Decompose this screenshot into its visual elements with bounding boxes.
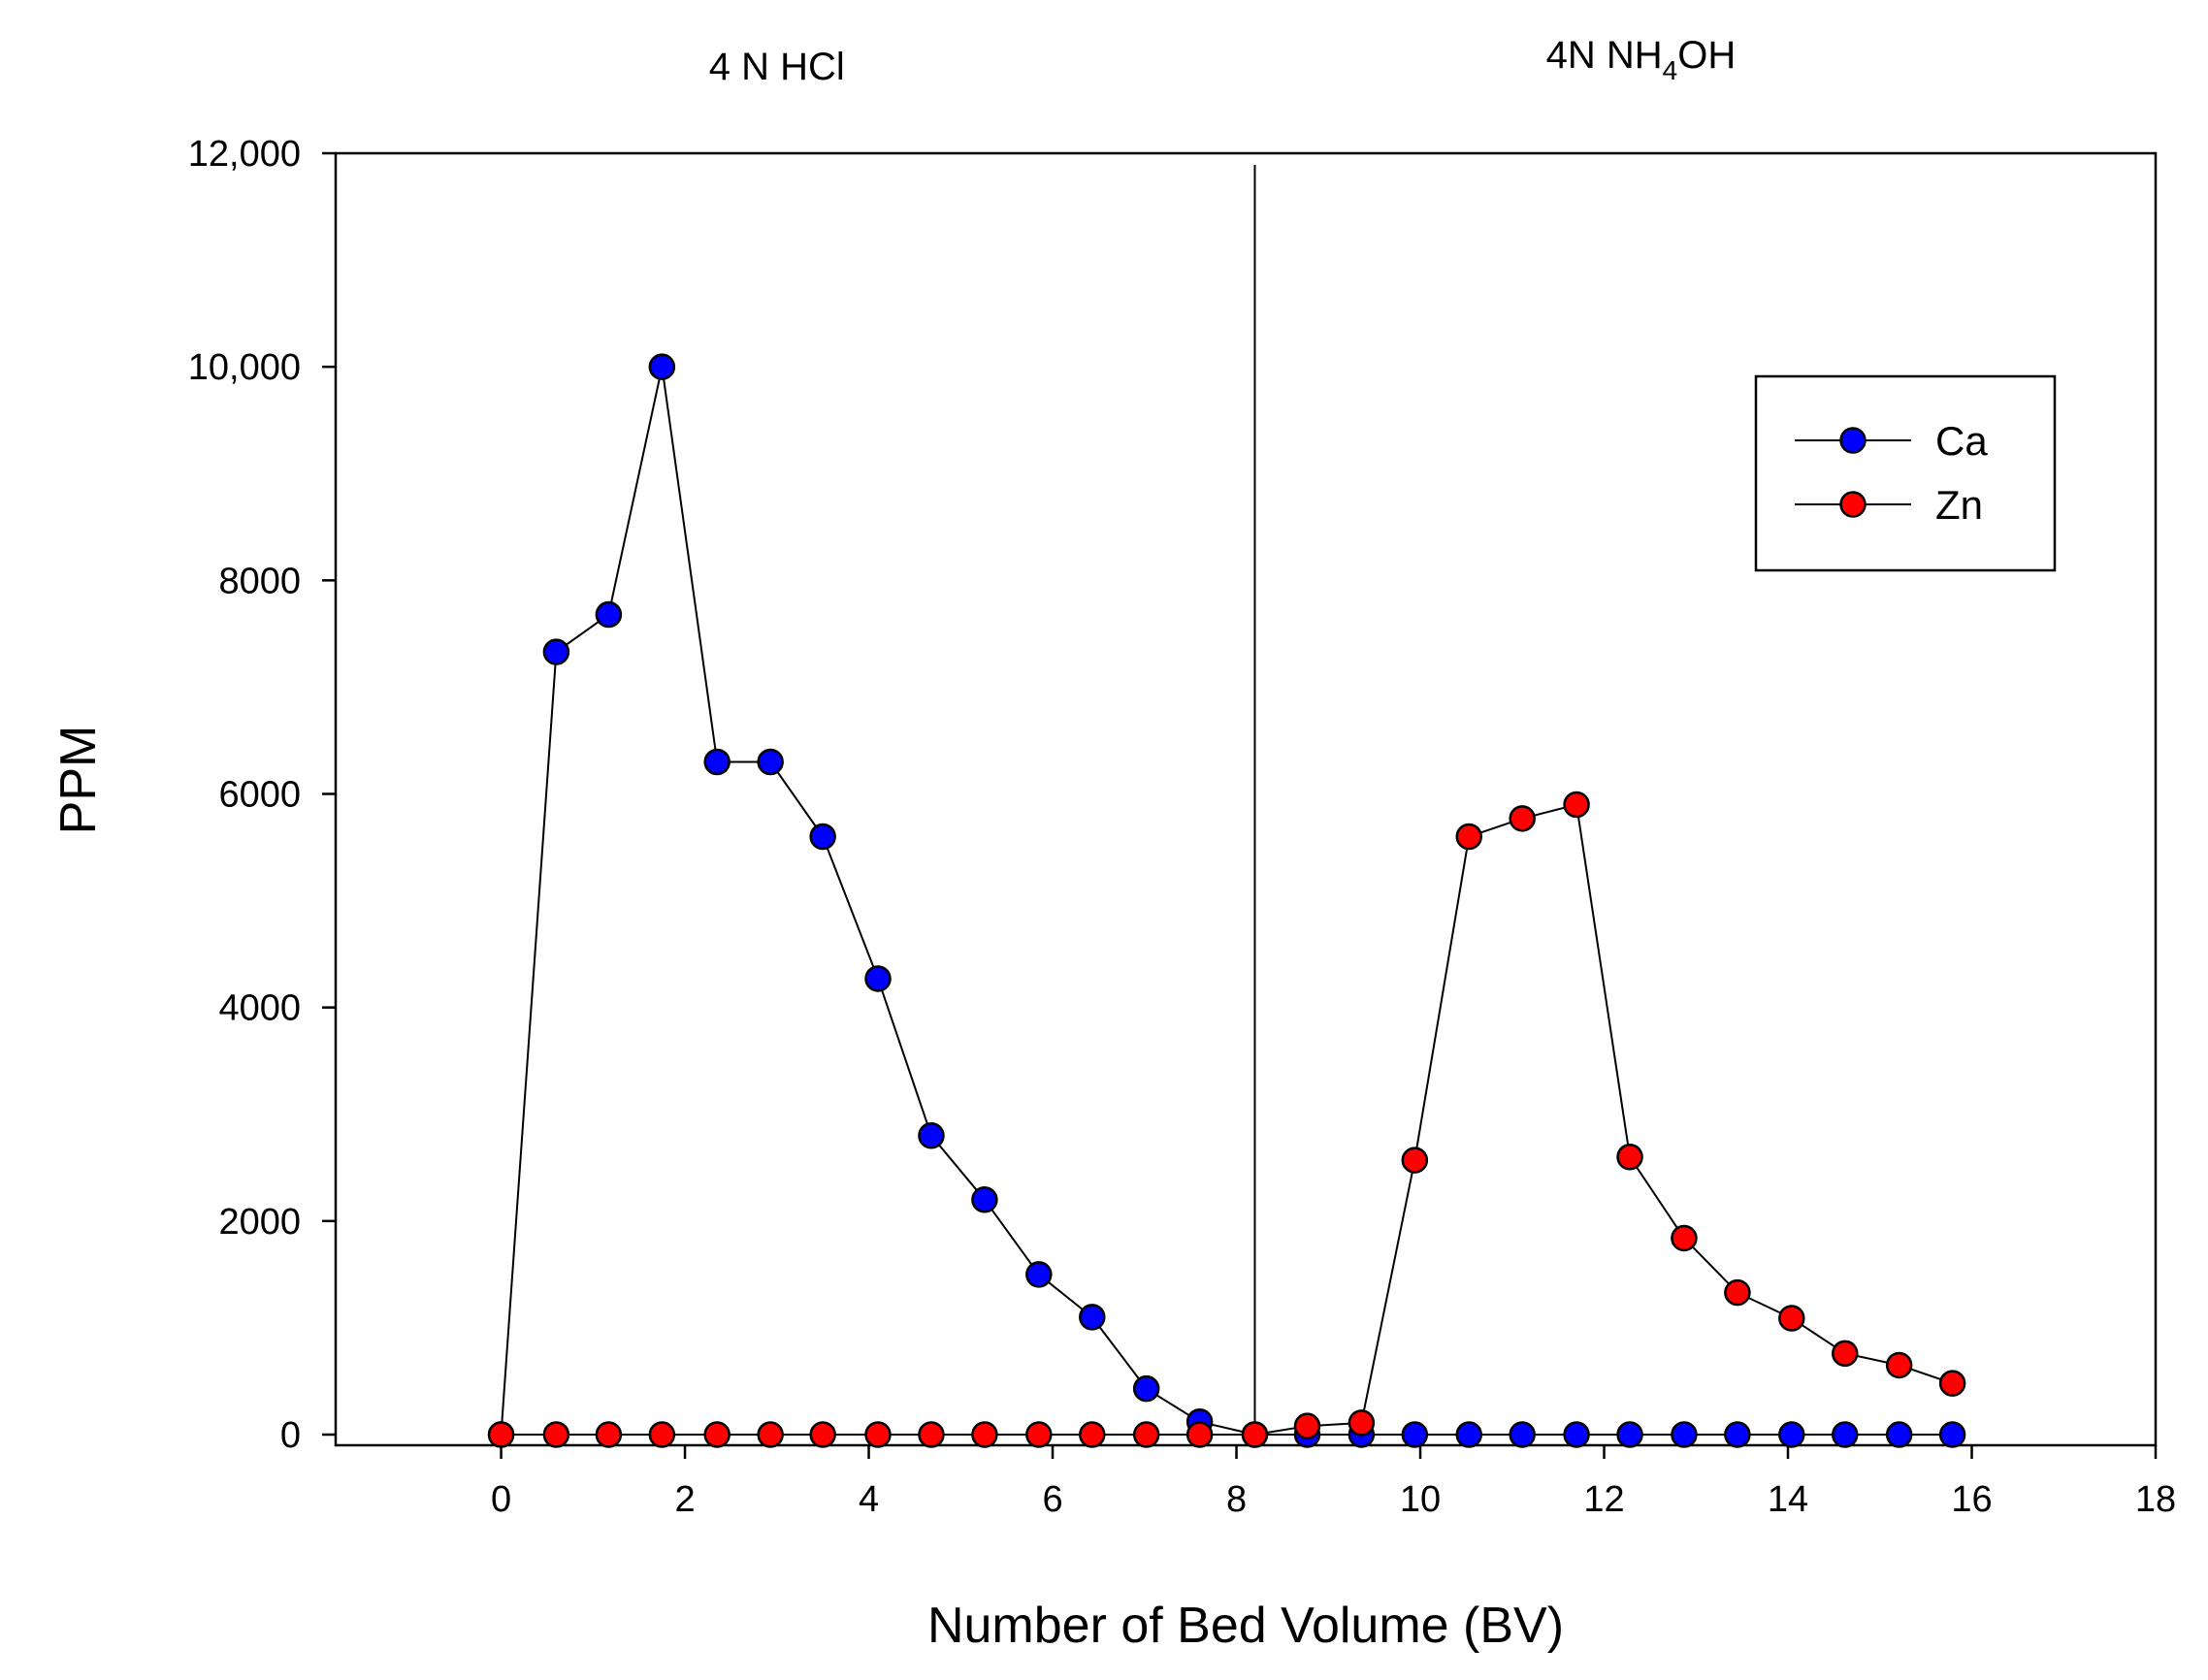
annotations: 4 N HCl 4N NH4OH — [709, 34, 1736, 88]
series-line-zn — [501, 803, 1953, 1436]
data-point-zn — [1563, 791, 1590, 819]
data-point-zn — [1616, 1144, 1643, 1171]
x-tick-label: 6 — [1042, 1479, 1062, 1520]
data-point-zn — [809, 1421, 836, 1448]
data-point-zn — [1455, 823, 1482, 851]
data-point-ca — [864, 965, 892, 992]
data-point-zn — [1885, 1351, 1913, 1379]
data-point-ca — [1724, 1421, 1751, 1448]
data-point-ca — [1079, 1304, 1106, 1331]
data-point-zn — [1079, 1421, 1106, 1448]
y-tick-label: 2000 — [218, 1202, 301, 1243]
data-point-ca — [648, 353, 676, 380]
data-point-zn — [1778, 1305, 1805, 1332]
legend-marker-ca — [1839, 427, 1867, 454]
data-point-zn — [971, 1421, 998, 1448]
x-tick-label: 0 — [491, 1479, 511, 1520]
data-point-ca — [757, 748, 784, 776]
x-tick-label: 4 — [859, 1479, 879, 1520]
y-tick-label: 0 — [280, 1415, 301, 1456]
x-axis-title: Number of Bed Volume (BV) — [927, 1598, 1564, 1654]
y-axis: 0 2000 4000 6000 8000 10,000 12,000 — [188, 134, 336, 1456]
x-tick-label: 16 — [1951, 1479, 1992, 1520]
data-point-zn — [542, 1421, 570, 1448]
data-point-zn — [487, 1421, 515, 1448]
legend-label-ca: Ca — [1935, 418, 1988, 464]
data-point-ca — [971, 1186, 998, 1213]
data-point-ca — [542, 638, 570, 665]
legend-label-zn: Zn — [1935, 482, 1983, 528]
data-point-zn — [703, 1421, 731, 1448]
series-line-ca — [500, 366, 1953, 1436]
data-point-zn — [1671, 1224, 1698, 1252]
data-point-ca — [1616, 1421, 1643, 1448]
data-point-ca — [1025, 1261, 1053, 1288]
plot-frame — [334, 151, 2158, 1447]
data-point-zn — [1509, 805, 1536, 832]
data-point-ca — [1401, 1421, 1429, 1448]
data-point-zn — [918, 1421, 945, 1448]
data-point-ca — [1509, 1421, 1536, 1448]
data-point-zn — [1241, 1421, 1269, 1448]
data-point-zn — [648, 1421, 676, 1448]
data-point-zn — [1132, 1421, 1160, 1448]
data-point-zn — [595, 1421, 623, 1448]
data-point-zn — [1724, 1278, 1751, 1307]
series-layer — [487, 353, 1966, 1448]
y-tick-label: 12,000 — [188, 134, 301, 175]
data-point-zn — [757, 1421, 784, 1448]
data-point-zn — [1293, 1412, 1321, 1439]
annotation-4n-nh4oh: 4N NH4OH — [1546, 34, 1737, 85]
x-tick-label: 10 — [1400, 1479, 1441, 1520]
data-point-ca — [918, 1122, 945, 1149]
data-point-zn — [1348, 1409, 1376, 1437]
y-tick-label: 6000 — [218, 774, 301, 815]
x-tick-label: 8 — [1226, 1479, 1247, 1520]
y-tick-label: 10,000 — [188, 347, 301, 388]
data-point-zn — [1938, 1370, 1966, 1397]
legend-marker-zn — [1839, 491, 1867, 518]
data-point-ca — [595, 600, 623, 629]
legend-box — [1754, 374, 2057, 572]
x-tick-label: 14 — [1768, 1479, 1808, 1520]
legend: Ca Zn — [1754, 374, 2057, 572]
data-point-zn — [1185, 1421, 1214, 1448]
data-point-zn — [1401, 1147, 1429, 1174]
data-point-ca — [1132, 1374, 1160, 1403]
y-tick-label: 8000 — [218, 561, 301, 601]
data-point-ca — [1778, 1421, 1805, 1448]
data-point-zn — [1832, 1340, 1859, 1368]
data-point-ca — [809, 823, 836, 851]
data-point-ca — [1885, 1421, 1913, 1448]
y-tick-label: 4000 — [218, 988, 301, 1029]
data-point-ca — [1938, 1421, 1966, 1448]
data-point-ca — [703, 748, 731, 776]
data-point-ca — [1563, 1421, 1590, 1448]
plot-border — [334, 151, 2158, 1447]
y-axis-title: PPM — [50, 726, 107, 835]
x-tick-label: 18 — [2135, 1479, 2176, 1520]
data-point-zn — [1025, 1421, 1053, 1448]
data-point-ca — [1832, 1421, 1859, 1448]
annotation-4n-hcl: 4 N HCl — [709, 46, 845, 88]
x-tick-label: 12 — [1583, 1479, 1624, 1520]
data-point-ca — [1671, 1421, 1698, 1448]
data-point-zn — [864, 1421, 892, 1448]
x-tick-label: 2 — [674, 1479, 695, 1520]
x-axis: 0 2 4 6 8 10 12 14 16 18 — [491, 1445, 2176, 1520]
data-point-ca — [1455, 1421, 1482, 1448]
